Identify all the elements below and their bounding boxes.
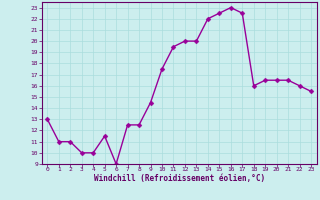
X-axis label: Windchill (Refroidissement éolien,°C): Windchill (Refroidissement éolien,°C) bbox=[94, 174, 265, 183]
